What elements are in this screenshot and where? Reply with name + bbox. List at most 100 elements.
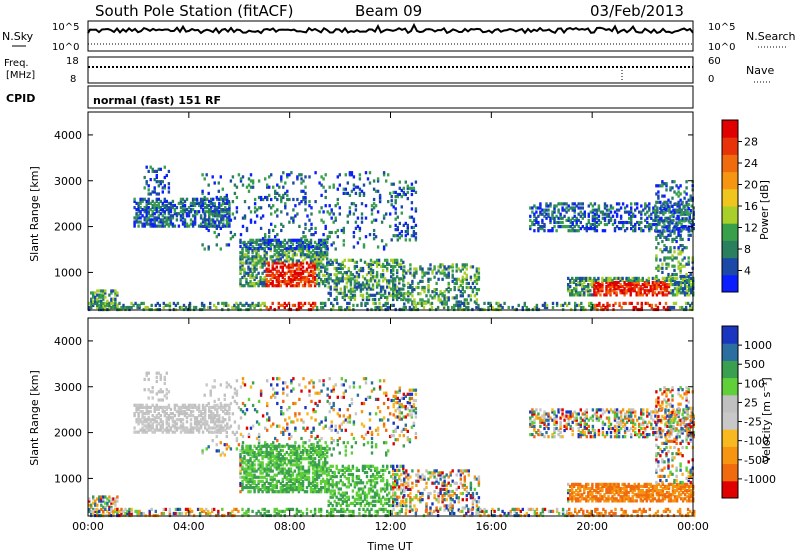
power-cell-1343 <box>297 273 301 277</box>
velocity-cell-735 <box>312 408 315 412</box>
power-cell-2307 <box>330 301 333 305</box>
power-cell-1571 <box>333 285 336 289</box>
power-cell-2696 <box>611 289 614 293</box>
power-cell-1869 <box>400 297 403 302</box>
velocity-cell-315 <box>193 416 197 420</box>
power-cell-58 <box>108 293 111 297</box>
power-cell-2608 <box>583 287 586 291</box>
power-cell-3169 <box>603 206 607 210</box>
power-cell-877 <box>358 228 362 233</box>
power-cell-2525 <box>646 301 649 305</box>
velocity-cell-860 <box>366 395 370 399</box>
velocity-cell-726 <box>310 430 313 434</box>
velocity-cell-303 <box>189 403 193 407</box>
velocity-cell-810 <box>342 420 345 424</box>
velocity-cell-670 <box>286 428 289 432</box>
power-cell-1541 <box>326 267 329 271</box>
power-cell-2308 <box>332 305 335 310</box>
velocity-cell-1020 <box>253 453 256 457</box>
power-cell-1023 <box>251 275 254 280</box>
power-cell-566 <box>227 243 231 247</box>
power-cell-1306 <box>291 257 295 261</box>
power-cell-2801 <box>645 293 648 297</box>
power-cell-1938 <box>419 298 422 302</box>
power-cell-1255 <box>285 284 288 288</box>
power-colorbar-label: Power [dB] <box>758 180 771 240</box>
power-cell-1178 <box>273 249 276 253</box>
power-cell-1716 <box>367 297 371 302</box>
power-cell-633 <box>259 195 263 200</box>
power-cell-3269 <box>646 220 649 225</box>
velocity-cell-1102 <box>267 467 270 471</box>
velocity-cell-630 <box>270 424 273 428</box>
power-cell-1002 <box>247 261 250 265</box>
power-cell-147 <box>149 222 152 226</box>
power-cell-486 <box>159 182 162 186</box>
power-cell-2033 <box>447 275 450 279</box>
velocity-cell-595 <box>255 436 259 441</box>
velocity-cell-194 <box>161 407 164 411</box>
power-cell-2111 <box>473 300 477 304</box>
velocity-cell-914 <box>239 469 242 473</box>
power-cell-1194 <box>275 244 278 249</box>
colorbar-tick-6: 28 <box>744 136 758 149</box>
power-cell-660 <box>270 173 273 177</box>
power-cell-208 <box>163 216 166 220</box>
power-cell-1345 <box>297 267 301 271</box>
power-cell-3515 <box>657 196 660 200</box>
power-cell-1123 <box>265 269 268 273</box>
power-cell-2374 <box>430 305 434 310</box>
velocity-cell-488 <box>207 445 210 449</box>
power-cell-3710 <box>685 208 688 213</box>
velocity-cell-255 <box>179 424 183 428</box>
power-cell-2739 <box>625 283 628 287</box>
velocity-cell-798 <box>338 451 341 455</box>
power-cell-1378 <box>301 259 305 263</box>
power-cell-3268 <box>646 225 649 229</box>
power-cell-2547 <box>680 305 684 310</box>
power-cell-809 <box>330 230 333 235</box>
power-cell-457 <box>143 186 146 190</box>
power-cell-1483 <box>315 242 319 247</box>
velocity-cell-966 <box>247 477 250 481</box>
power-cell-1015 <box>249 267 252 271</box>
power-cell-2757 <box>631 289 634 293</box>
power-cell-1165 <box>271 263 274 267</box>
power-cell-751 <box>304 197 307 202</box>
power-cell-3457 <box>406 223 409 227</box>
power-cell-2092 <box>465 281 468 285</box>
velocity-cell-68 <box>114 503 117 507</box>
power-cell-2521 <box>640 305 643 310</box>
velocity-cell-721 <box>308 393 311 397</box>
velocity-cell-703 <box>298 397 301 401</box>
power-cell-2410 <box>477 303 480 307</box>
velocity-cell-875 <box>374 443 378 447</box>
power-cell-156 <box>151 214 154 218</box>
power-cell-1583 <box>335 281 338 285</box>
power-cell-33 <box>100 299 103 303</box>
velocity-cell-158 <box>153 430 156 434</box>
velocity-cell-206 <box>165 418 168 422</box>
velocity-cell-987 <box>249 463 252 467</box>
velocity-cell-844 <box>358 385 362 389</box>
power-cell-897 <box>364 171 368 175</box>
power-cell-3101 <box>579 202 582 206</box>
power-cell-2035 <box>447 271 450 275</box>
power-cell-965 <box>241 261 244 265</box>
power-cell-956 <box>239 251 242 255</box>
power-cell-1715 <box>365 262 369 266</box>
velocity-cell-577 <box>241 377 245 381</box>
velocity-cell-939 <box>243 477 246 481</box>
power-cell-2108 <box>471 288 475 292</box>
power-cell-3193 <box>613 218 617 222</box>
power-cell-1769 <box>377 262 381 266</box>
power-cell-3069 <box>571 227 574 231</box>
power-cell-3624 <box>673 231 676 235</box>
power-cell-1954 <box>423 285 426 290</box>
power-cell-1278 <box>287 247 291 251</box>
power-cell-2492 <box>598 303 601 307</box>
power-cell-3080 <box>573 210 576 214</box>
power-cell-1577 <box>335 297 338 302</box>
power-cell-2970 <box>535 206 538 210</box>
power-cell-3209 <box>621 225 625 229</box>
